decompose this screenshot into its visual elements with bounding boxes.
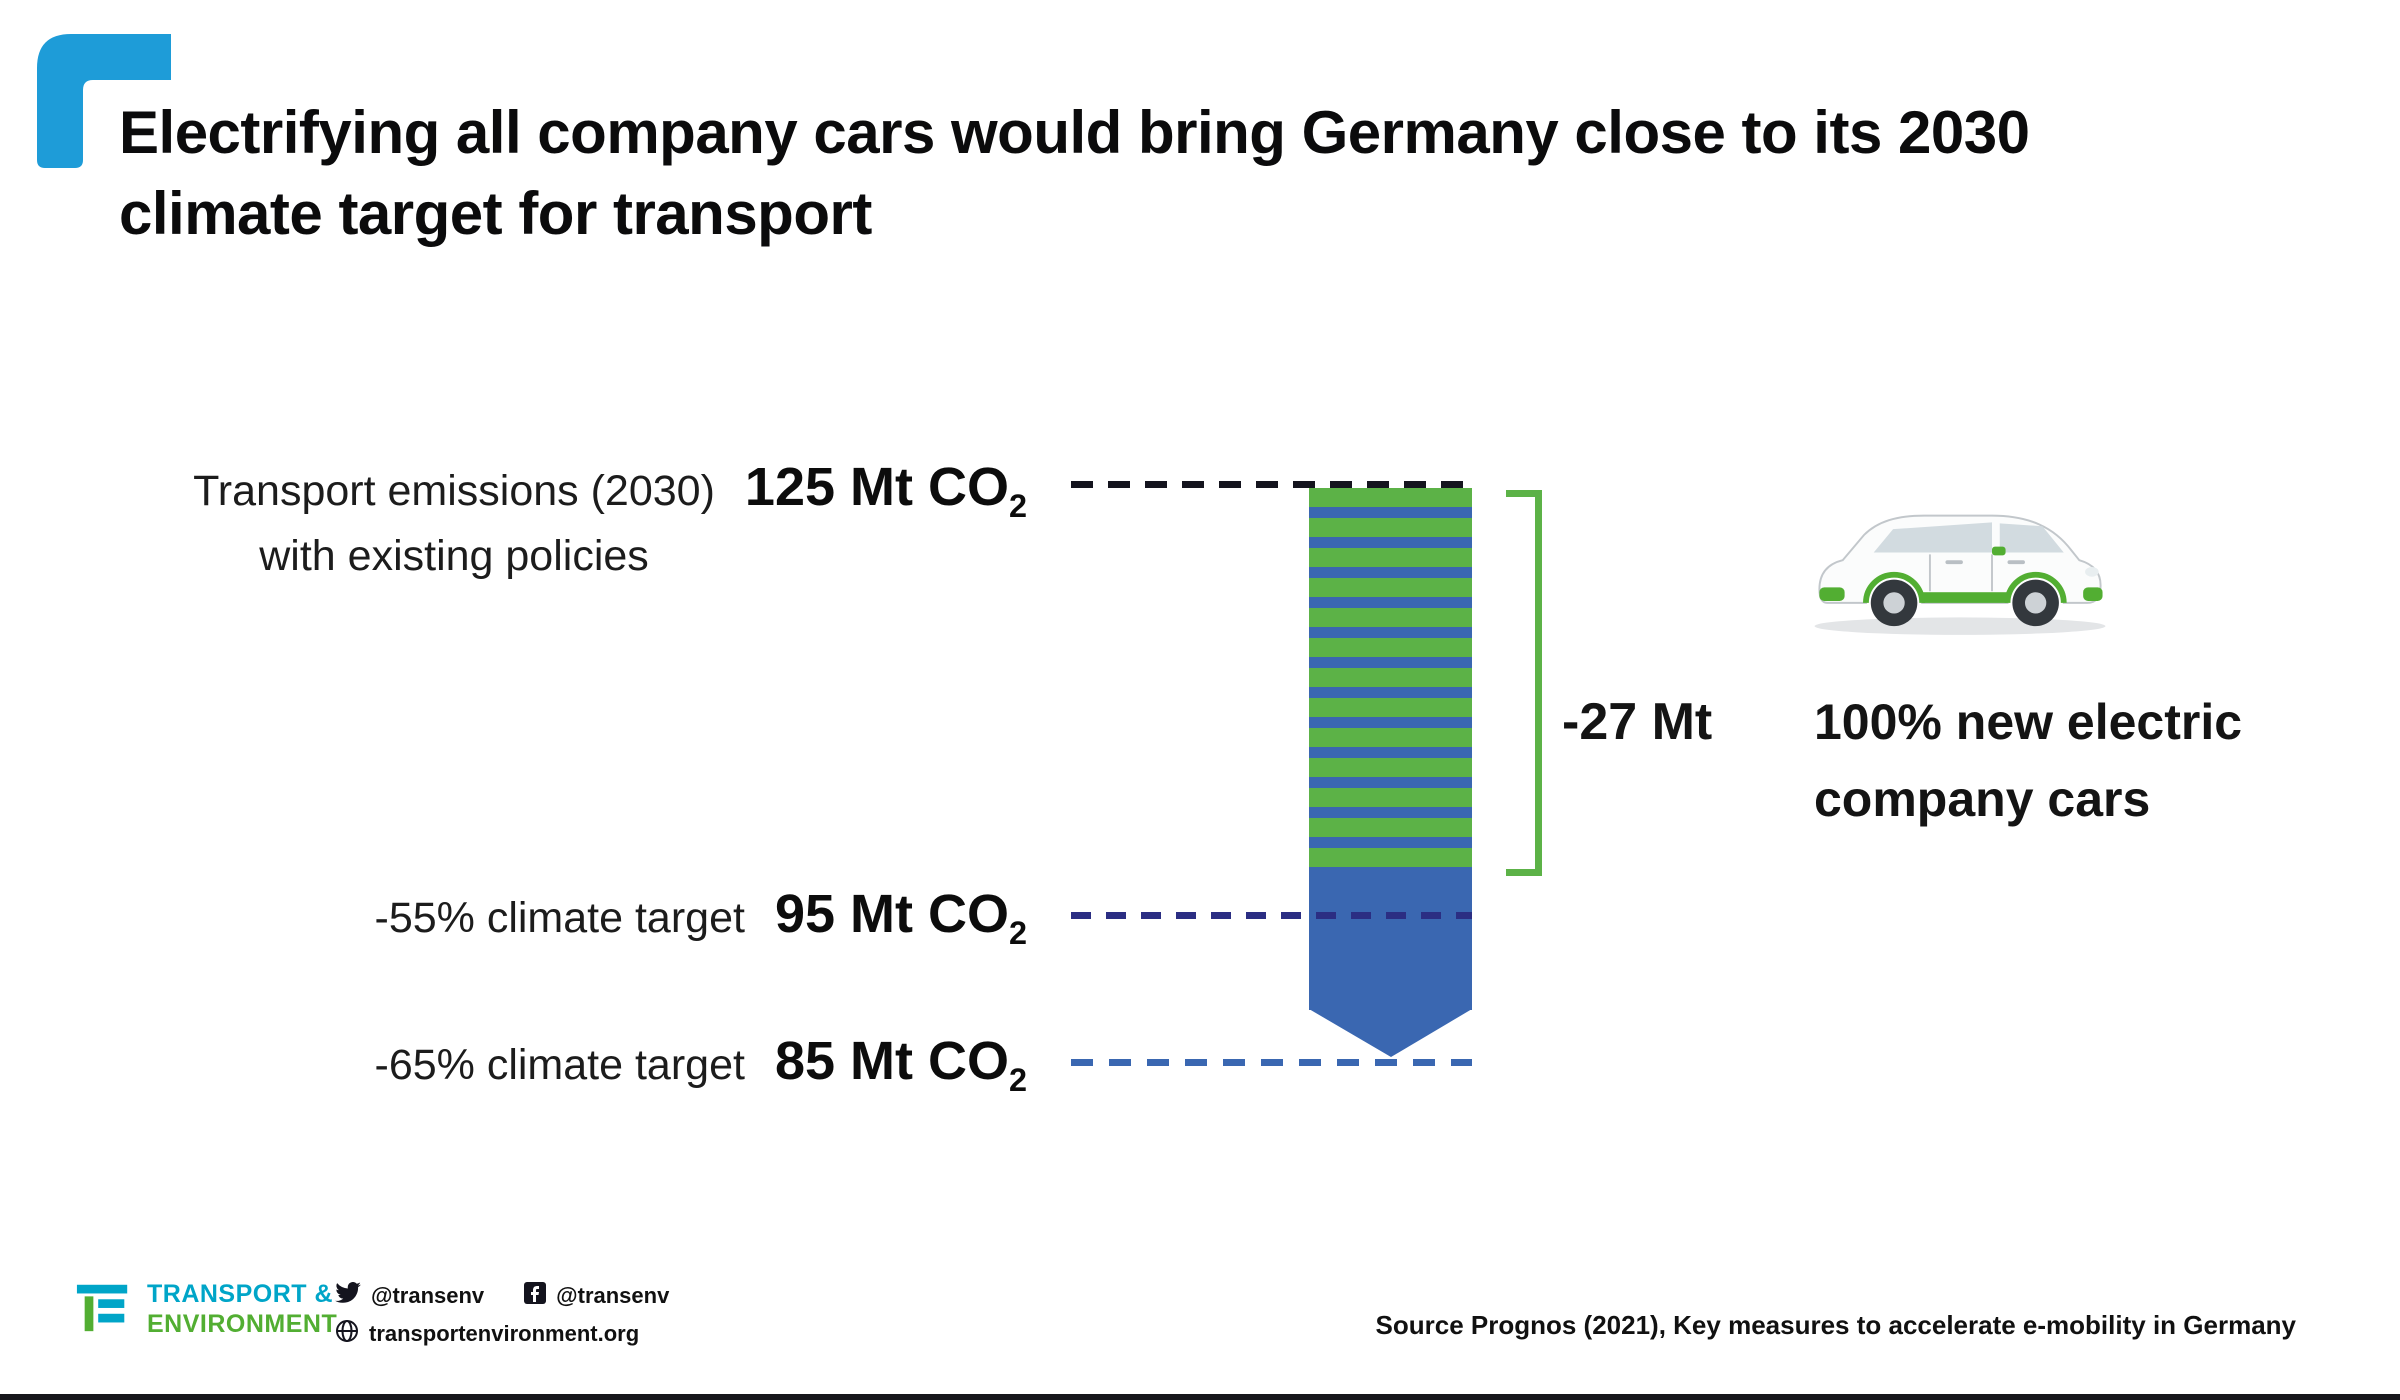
brand-line-1: TRANSPORT & xyxy=(147,1280,334,1308)
measure-label-line2: company cars xyxy=(1814,771,2151,827)
dashed-line-125mt xyxy=(1071,481,1472,488)
brand-wordmark: TRANSPORT & ENVIRONMENT xyxy=(147,1280,337,1339)
social-links: @transenv @transenv xyxy=(335,1282,669,1349)
website-url: transportenvironment.org xyxy=(369,1321,640,1346)
bar-striped-segment xyxy=(1309,488,1472,878)
emissions-2030-value: 125 Mt CO2 xyxy=(745,455,1027,526)
website-link: transportenvironment.org xyxy=(335,1319,639,1349)
target-65-value-subscript: 2 xyxy=(1008,1061,1027,1098)
emissions-2030-label: Transport emissions (2030) with existing… xyxy=(193,459,715,588)
target-65-label: -65% climate target xyxy=(374,1041,745,1089)
title-line-1: Electrifying all company cars would brin… xyxy=(119,99,2030,166)
twitter-handle: @transenv xyxy=(371,1283,485,1308)
facebook-link: @transenv xyxy=(524,1282,669,1310)
target-55-label: -55% climate target xyxy=(374,894,745,942)
emissions-2030-label-line1: Transport emissions (2030) xyxy=(193,467,715,515)
te-logo-icon xyxy=(75,1278,133,1341)
social-row-2: transportenvironment.org xyxy=(335,1319,669,1349)
target-65-value: 85 Mt CO2 xyxy=(775,1029,1027,1100)
corner-accent-icon xyxy=(37,34,171,168)
reduction-value-label: -27 Mt xyxy=(1562,693,1713,751)
emissions-2030-label-line2: with existing policies xyxy=(259,531,649,580)
dashed-line-95mt xyxy=(1071,912,1472,919)
bar-arrow-tip xyxy=(1309,1009,1472,1057)
globe-icon xyxy=(335,1319,359,1349)
electric-car-illustration xyxy=(1800,492,2120,647)
facebook-handle: @transenv xyxy=(556,1283,670,1308)
dashed-line-85mt xyxy=(1071,1059,1472,1066)
brand-line-2: ENVIRONMENT xyxy=(147,1309,338,1338)
page-title: Electrifying all company cars would brin… xyxy=(119,92,2359,254)
brand-logo: TRANSPORT & ENVIRONMENT xyxy=(75,1278,337,1341)
target-55-value: 95 Mt CO2 xyxy=(775,882,1027,953)
bottom-edge-bar xyxy=(0,1394,2400,1400)
title-line-2: climate target for transport xyxy=(119,180,872,247)
bar-solid-segment xyxy=(1309,877,1472,1010)
target-55-row: -55% climate target 95 Mt CO2 xyxy=(80,882,1028,953)
reduction-bracket xyxy=(1506,490,1542,876)
emissions-2030-value-subscript: 2 xyxy=(1008,487,1027,524)
target-55-value-subscript: 2 xyxy=(1008,914,1027,951)
emissions-2030-row: Transport emissions (2030) with existing… xyxy=(80,455,1027,588)
emissions-2030-value-text: 125 Mt CO xyxy=(744,457,1009,517)
social-row-1: @transenv @transenv xyxy=(335,1282,669,1310)
measure-label-line1: 100% new electric xyxy=(1814,694,2243,750)
source-citation: Source Prognos (2021), Key measures to a… xyxy=(1375,1310,2296,1340)
twitter-link: @transenv xyxy=(335,1282,484,1310)
target-65-row: -65% climate target 85 Mt CO2 xyxy=(80,1029,1028,1100)
target-55-value-text: 95 Mt CO xyxy=(774,884,1009,944)
target-65-value-text: 85 Mt CO xyxy=(774,1031,1009,1091)
twitter-bird-icon xyxy=(335,1282,361,1310)
measure-label: 100% new electric company cars xyxy=(1814,684,2354,838)
facebook-icon xyxy=(524,1282,547,1310)
